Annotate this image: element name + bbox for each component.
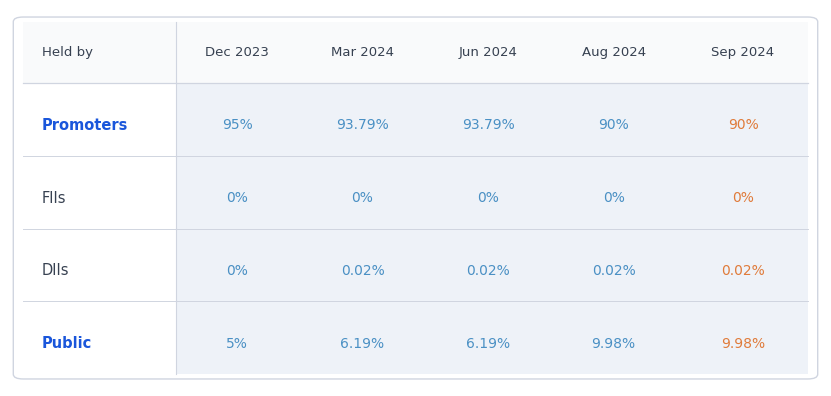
Bar [176, 228, 808, 301]
Bar [176, 301, 808, 374]
Bar [23, 301, 176, 374]
Text: 93.79%: 93.79% [337, 118, 389, 132]
Text: 95%: 95% [222, 118, 253, 132]
Text: 0.02%: 0.02% [721, 264, 765, 278]
FancyBboxPatch shape [13, 17, 818, 379]
Text: 90%: 90% [728, 118, 759, 132]
Text: 6.19%: 6.19% [466, 337, 510, 351]
Text: 93.79%: 93.79% [462, 118, 514, 132]
Text: 6.19%: 6.19% [341, 337, 385, 351]
Bar [23, 83, 176, 156]
Text: 90%: 90% [598, 118, 629, 132]
Text: 0%: 0% [352, 191, 373, 205]
Bar [176, 156, 808, 228]
Text: Public: Public [42, 336, 91, 351]
Text: 0%: 0% [226, 264, 248, 278]
Bar [23, 156, 176, 228]
Text: Sep 2024: Sep 2024 [711, 46, 774, 59]
Text: 0.02%: 0.02% [341, 264, 385, 278]
Bar [23, 22, 808, 83]
Text: Aug 2024: Aug 2024 [582, 46, 646, 59]
Text: 9.98%: 9.98% [592, 337, 636, 351]
Text: Dec 2023: Dec 2023 [205, 46, 269, 59]
Text: 5%: 5% [226, 337, 248, 351]
Text: Held by: Held by [42, 46, 92, 59]
Text: 0%: 0% [732, 191, 754, 205]
Text: Jun 2024: Jun 2024 [459, 46, 518, 59]
Text: DIIs: DIIs [42, 263, 69, 278]
Bar [23, 228, 176, 301]
Text: 0.02%: 0.02% [466, 264, 510, 278]
Text: FIIs: FIIs [42, 190, 66, 206]
Text: 0%: 0% [602, 191, 625, 205]
Text: Mar 2024: Mar 2024 [331, 46, 394, 59]
Text: Promoters: Promoters [42, 118, 128, 133]
Text: 0.02%: 0.02% [592, 264, 636, 278]
Text: 0%: 0% [477, 191, 499, 205]
Bar [176, 83, 808, 156]
Text: 9.98%: 9.98% [721, 337, 765, 351]
Text: 0%: 0% [226, 191, 248, 205]
